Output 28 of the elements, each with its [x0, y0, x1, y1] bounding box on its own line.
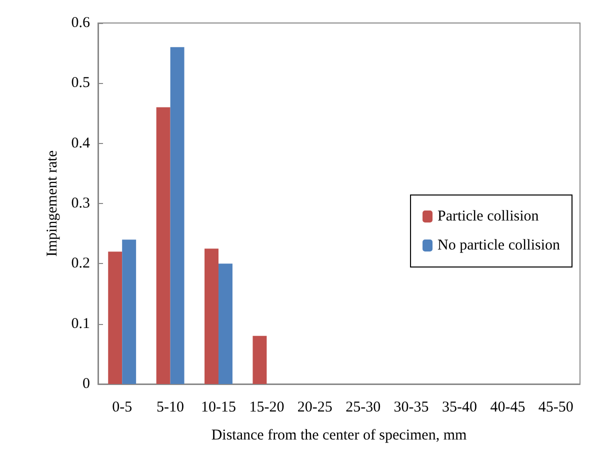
x-tick-label: 25-30 [346, 400, 381, 416]
x-tick-label: 15-20 [249, 400, 284, 416]
x-tick-label: 5-10 [156, 400, 184, 416]
y-tick-label: 0.2 [71, 256, 90, 272]
legend-label: No particle collision [438, 238, 560, 254]
legend-label: Particle collision [438, 208, 540, 224]
y-tick-label: 0.1 [71, 316, 90, 332]
y-tick-label: 0.6 [71, 15, 90, 31]
bar [218, 264, 232, 384]
y-tick-label: 0.4 [71, 135, 90, 152]
x-tick-label: 45-50 [538, 400, 574, 416]
bar [252, 336, 267, 384]
x-tick-label: 0-5 [112, 400, 132, 416]
x-axis-title: Distance from the center of specimen, mm [211, 428, 467, 444]
bar [170, 47, 184, 384]
bar [122, 240, 136, 384]
x-tick-label: 20-25 [297, 400, 332, 416]
y-tick-label: 0 [82, 376, 90, 392]
y-tick-label: 0.3 [71, 196, 90, 212]
y-axis-title: Impingement rate [44, 150, 60, 257]
bar [108, 252, 122, 384]
y-tick-label: 0.5 [71, 75, 90, 92]
x-tick-label: 35-40 [442, 400, 477, 416]
x-tick-label: 40-45 [490, 400, 526, 416]
x-tick-label: 30-35 [394, 400, 429, 416]
bar [156, 107, 170, 384]
x-tick-label: 10-15 [201, 400, 236, 416]
bar [204, 248, 218, 384]
